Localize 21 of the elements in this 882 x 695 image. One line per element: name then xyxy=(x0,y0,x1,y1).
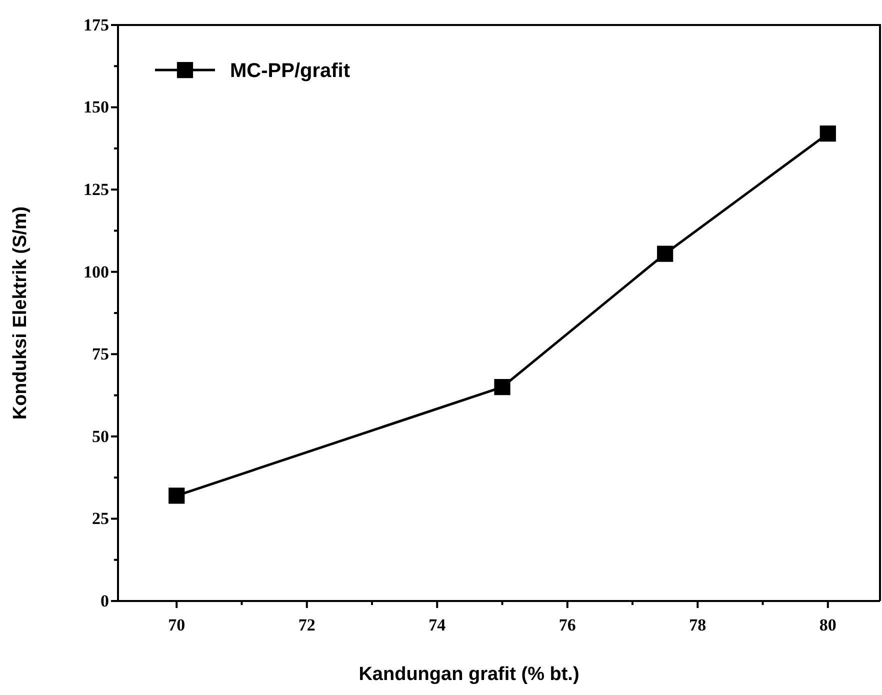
y-tick-label: 50 xyxy=(92,426,109,446)
legend-label: MC-PP/grafit xyxy=(230,60,350,82)
point xyxy=(820,126,836,142)
y-tick-label: 100 xyxy=(84,262,109,282)
y-tick-label: 75 xyxy=(92,344,109,364)
y-tick-label: 25 xyxy=(92,509,109,528)
y-tick-label: 125 xyxy=(84,180,109,200)
point xyxy=(494,378,510,396)
x-tick-label: 72 xyxy=(298,615,316,634)
y-tick-label: 0 xyxy=(100,591,109,610)
y-tick-label: 150 xyxy=(84,98,109,117)
y-tick-label: 175 xyxy=(84,15,109,34)
point xyxy=(168,488,185,504)
x-tick-label: 76 xyxy=(558,615,576,634)
x-tick-label: 80 xyxy=(819,615,836,634)
x-tick-label: 74 xyxy=(428,615,446,634)
x-tick-label: 70 xyxy=(168,615,186,634)
point xyxy=(657,246,674,262)
y-axis-title: Konduksi Elektrik (S/m) xyxy=(10,206,31,420)
x-axis-title: Kandungan grafit (% bt.) xyxy=(358,664,580,685)
x-tick-label: 78 xyxy=(689,615,706,634)
